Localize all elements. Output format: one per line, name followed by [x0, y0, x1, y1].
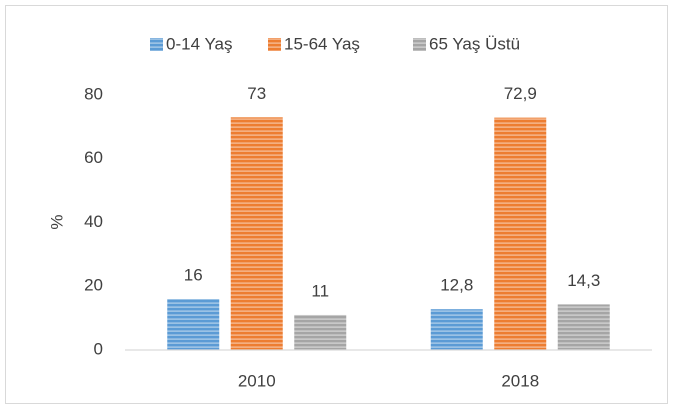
data-label: 12,8 [440, 276, 473, 295]
bar [494, 117, 547, 350]
legend-swatch [413, 38, 426, 51]
legend-swatch [268, 38, 281, 51]
bar [430, 309, 483, 350]
legend-swatch [150, 38, 163, 51]
data-label: 72,9 [504, 84, 537, 103]
x-tick-label: 2010 [238, 371, 276, 390]
legend-label: 65 Yaş Üstü [429, 34, 520, 53]
bar [167, 299, 220, 350]
legend-label: 15-64 Yaş [284, 34, 360, 53]
y-tick-label: 80 [84, 84, 103, 103]
y-tick-label: 60 [84, 148, 103, 167]
bar [557, 304, 610, 350]
data-label: 16 [184, 265, 203, 284]
y-tick-label: 0 [94, 339, 103, 358]
y-tick-label: 40 [84, 212, 103, 231]
data-label: 11 [311, 281, 329, 300]
data-label: 14,3 [567, 271, 600, 290]
y-tick-label: 20 [84, 276, 103, 295]
bar [294, 314, 347, 350]
legend-label: 0-14 Yaş [166, 34, 232, 53]
x-tick-label: 2018 [501, 371, 539, 390]
bar [230, 117, 283, 350]
y-axis-label: % [47, 214, 66, 229]
data-label: 73 [247, 84, 266, 103]
